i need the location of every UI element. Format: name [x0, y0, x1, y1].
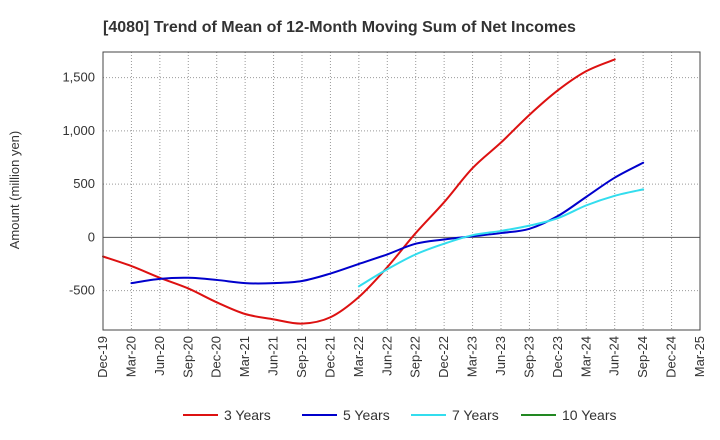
x-tick-label: Dec-20 — [209, 336, 224, 378]
x-tick-label: Mar-25 — [692, 336, 707, 377]
x-tick-label: Sep-22 — [408, 336, 423, 378]
legend-label-7-years: 7 Years — [452, 407, 499, 423]
x-tick-label: Dec-22 — [436, 336, 451, 378]
x-tick-label: Dec-21 — [322, 336, 337, 378]
x-tick-label: Jun-20 — [152, 336, 167, 376]
x-tick-label: Sep-23 — [521, 336, 536, 378]
y-tick-label: 500 — [73, 176, 95, 191]
legend-label-10-years: 10 Years — [562, 407, 617, 423]
legend-label-3-years: 3 Years — [224, 407, 271, 423]
legend: 3 Years 5 Years 7 Years 10 Years — [183, 407, 617, 423]
legend-label-5-years: 5 Years — [343, 407, 390, 423]
x-tick-label: Jun-23 — [493, 336, 508, 376]
x-tick-label: Jun-24 — [607, 336, 622, 376]
x-tick-label: Dec-24 — [664, 336, 679, 378]
x-tick-label: Jun-21 — [266, 336, 281, 376]
x-tick-label: Dec-23 — [550, 336, 565, 378]
chart-title: [4080] Trend of Mean of 12-Month Moving … — [103, 19, 576, 36]
x-tick-label: Sep-20 — [180, 336, 195, 378]
series-line-7-years — [357, 188, 645, 288]
series-line-3-years — [102, 58, 616, 325]
y-tick-label: 1,000 — [62, 123, 95, 138]
x-tick-label: Sep-21 — [294, 336, 309, 378]
grid — [102, 52, 701, 330]
x-tick-label: Mar-24 — [578, 336, 593, 377]
axes: -500 0 500 1,000 1,500 Dec-19 Mar-20 Jun-20 Sep-… — [62, 51, 707, 378]
y-tick-label: 1,500 — [62, 70, 95, 85]
series-lines — [102, 58, 645, 325]
series-line-5-years — [130, 161, 645, 285]
y-axis-label: Amount (million yen) — [7, 131, 22, 250]
x-tick-label: Dec-19 — [95, 336, 110, 378]
y-tick-label: 0 — [88, 229, 95, 244]
x-tick-label: Mar-22 — [351, 336, 366, 377]
x-tick-label: Jun-22 — [379, 336, 394, 376]
plot-frame — [102, 51, 701, 331]
y-tick-label: -500 — [69, 283, 95, 298]
x-tick-label: Mar-20 — [123, 336, 138, 377]
x-tick-label: Mar-21 — [237, 336, 252, 377]
x-tick-label: Sep-24 — [635, 336, 650, 378]
x-tick-label: Mar-23 — [465, 336, 480, 377]
